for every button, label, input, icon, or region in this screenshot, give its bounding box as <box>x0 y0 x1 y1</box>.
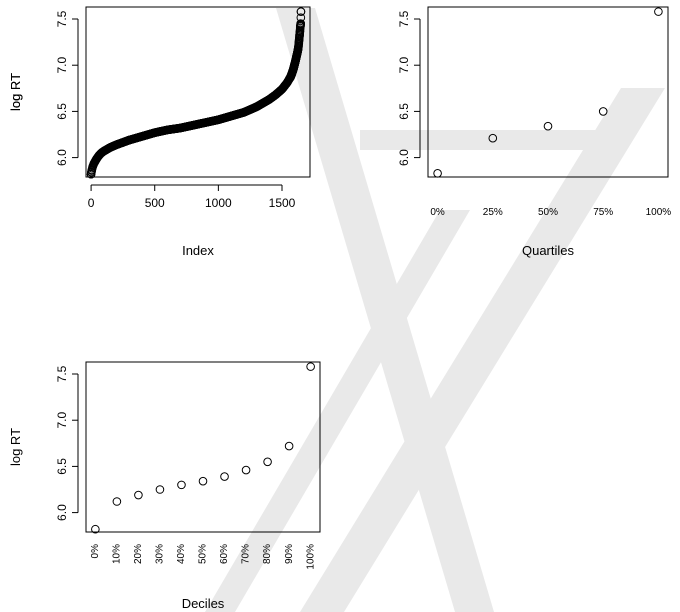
y-tick-label: 7.5 <box>397 10 411 27</box>
y-tick-label: 6.5 <box>55 458 69 475</box>
x-category-label: 75% <box>593 207 613 218</box>
plot-deciles: 6.0 6.5 7.0 7.5 log RT 0% 10% 20% 30% 40% 50% 60% 70… <box>8 361 321 611</box>
plot-quartiles: 6.0 6.5 7.0 7.5 log RT 0% 25% 50% 75% 100% Quartil… <box>8 6 672 258</box>
plot-index: 6.0 6.5 7.0 7.5 log RT 0 500 1000 1500 Index <box>8 6 311 258</box>
data-point <box>284 441 294 451</box>
x-category-label: 10% <box>112 544 123 564</box>
y-axis-title: log RT <box>8 73 23 111</box>
x-category-label: 70% <box>241 544 252 564</box>
x-axis-title: Deciles <box>182 596 225 611</box>
data-point <box>488 133 498 143</box>
x-category-label: 0% <box>90 544 101 559</box>
data-point <box>306 362 315 371</box>
data-point <box>654 7 663 16</box>
x-category-label: 50% <box>198 544 209 564</box>
data-points <box>86 7 306 179</box>
y-tick-label: 6.5 <box>55 103 69 120</box>
y-axis-title: log RT <box>8 73 23 111</box>
y-tick-label: 7.0 <box>397 57 411 74</box>
plot-frame <box>427 6 669 178</box>
data-point <box>433 169 442 178</box>
x-category-label: 25% <box>483 207 503 218</box>
x-category-label: 100% <box>305 544 316 570</box>
data-point <box>296 22 305 31</box>
data-point <box>177 480 186 490</box>
x-category-label: 80% <box>262 544 273 564</box>
data-points <box>433 7 663 178</box>
data-point <box>241 465 251 475</box>
x-tick-label: 500 <box>145 196 165 210</box>
x-axis-title: Index <box>182 243 214 258</box>
data-point <box>134 490 143 500</box>
y-tick-label: 6.0 <box>55 149 69 166</box>
x-category-label: 20% <box>133 544 144 564</box>
x-tick-label: 0 <box>88 196 95 210</box>
y-tick-label: 6.0 <box>397 149 411 166</box>
plot-frame <box>85 361 321 533</box>
data-point <box>598 107 608 116</box>
x-category-label: 90% <box>284 544 295 564</box>
y-axis-title: log RT <box>8 428 23 466</box>
x-category-label: 0% <box>430 207 445 218</box>
data-point <box>263 457 272 467</box>
y-tick-label: 6.0 <box>55 504 69 521</box>
data-point <box>87 166 97 175</box>
data-point <box>155 485 165 494</box>
y-tick-label: 7.0 <box>55 412 69 429</box>
watermark-stroke-4 <box>360 130 600 150</box>
x-category-label: 100% <box>646 207 672 218</box>
y-tick-label: 7.0 <box>55 57 69 74</box>
x-tick-label: 1500 <box>269 196 296 210</box>
y-tick-label: 7.5 <box>55 10 69 27</box>
x-category-label: 30% <box>155 544 166 564</box>
data-point <box>91 524 100 534</box>
data-point <box>198 476 208 486</box>
watermark <box>205 8 665 612</box>
data-point <box>112 497 122 506</box>
data-point <box>296 7 306 16</box>
x-category-label: 50% <box>538 207 558 218</box>
watermark-stroke-1 <box>300 88 665 612</box>
data-point <box>543 121 553 131</box>
x-tick-label: 1000 <box>205 196 232 210</box>
x-axis-title: Quartiles <box>522 243 575 258</box>
y-tick-label: 6.5 <box>397 103 411 120</box>
data-point <box>220 472 229 481</box>
watermark-stroke-3 <box>205 210 470 612</box>
x-category-label: 60% <box>219 544 230 564</box>
plot-frame <box>85 6 311 178</box>
data-point <box>296 19 306 28</box>
x-category-label: 40% <box>176 544 187 564</box>
data-points <box>91 362 315 534</box>
data-point <box>296 13 306 22</box>
y-tick-label: 7.5 <box>55 365 69 382</box>
